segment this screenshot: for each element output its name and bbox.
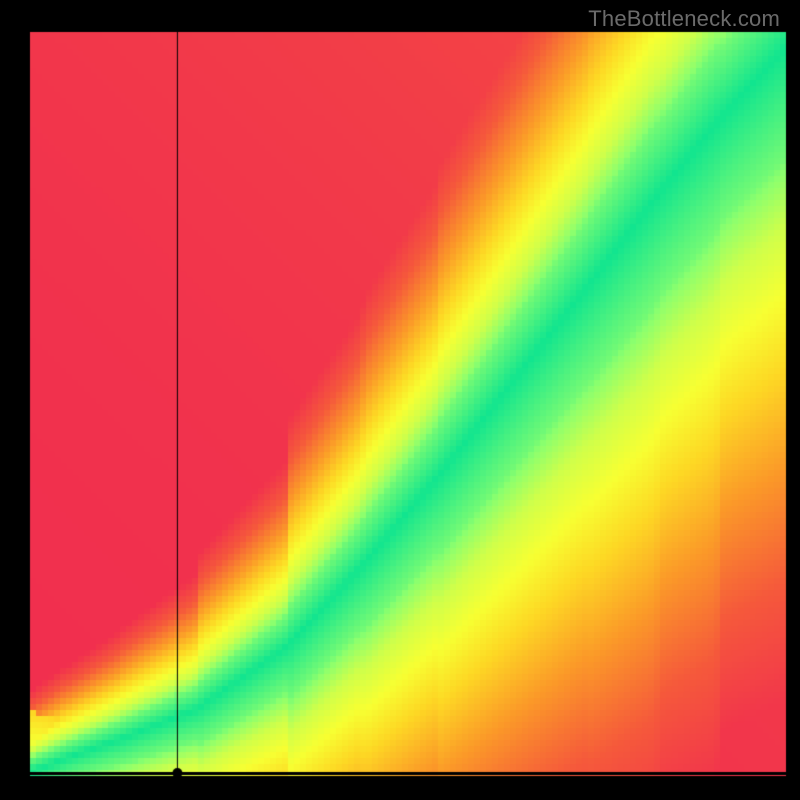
watermark-text: TheBottleneck.com [588,6,780,32]
heatmap-canvas [0,0,800,800]
